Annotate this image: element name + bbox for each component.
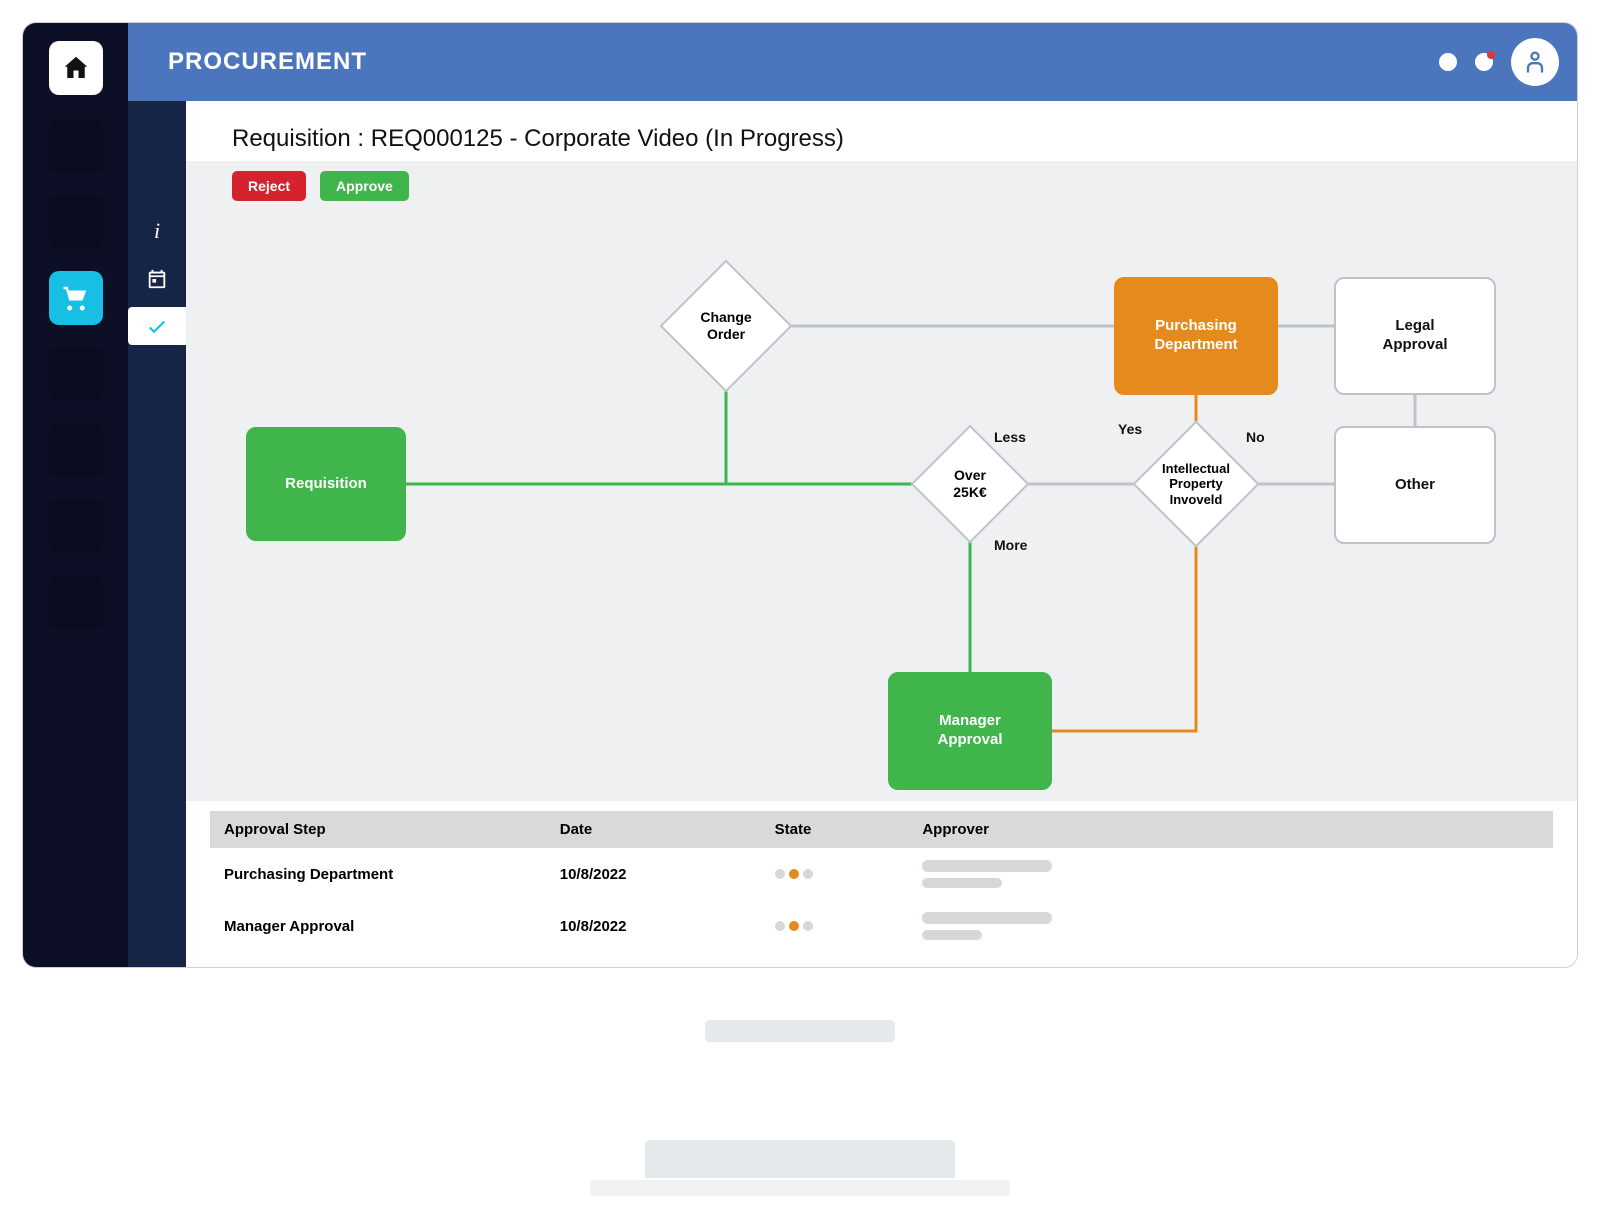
cell-approver: [908, 900, 1553, 952]
table-header-row: Approval Step Date State Approver: [210, 811, 1553, 848]
cell-state: [761, 848, 909, 900]
nav-item-1[interactable]: [49, 119, 103, 173]
info-tab[interactable]: i: [128, 211, 186, 251]
approve-button[interactable]: Approve: [320, 171, 409, 201]
cell-date: 10/8/2022: [546, 900, 761, 952]
home-button[interactable]: [49, 41, 103, 95]
node-legal-approval[interactable]: Legal Approval: [1334, 277, 1496, 395]
cell-date: 10/8/2022: [546, 848, 761, 900]
monitor-stand-plate: [590, 1180, 1010, 1196]
topbar-action-1[interactable]: [1439, 53, 1457, 71]
monitor-stand-neck: [705, 1020, 895, 1042]
cell-step: Manager Approval: [210, 900, 546, 952]
table-row[interactable]: Manager Approval 10/8/2022: [210, 900, 1553, 952]
notifications-button[interactable]: [1475, 53, 1493, 71]
home-icon: [61, 53, 91, 83]
cell-step: Purchasing Department: [210, 848, 546, 900]
node-requisition[interactable]: Requisition: [246, 427, 406, 541]
node-purchasing-department[interactable]: Purchasing Department: [1114, 277, 1278, 395]
action-row: Reject Approve: [186, 161, 1577, 219]
check-icon: [145, 314, 169, 338]
approval-table: Approval Step Date State Approver Purcha…: [210, 811, 1553, 952]
node-change-order[interactable]: Change Order: [679, 279, 773, 373]
workflow-flowchart: Requisition Purchasing Department Legal …: [186, 219, 1577, 801]
user-icon: [1521, 48, 1549, 76]
node-intellectual-property[interactable]: Intellectual Property Invoveld: [1151, 439, 1241, 529]
edge-label-more: More: [994, 537, 1027, 553]
col-date: Date: [546, 811, 761, 848]
content-area: Requisition : REQ000125 - Corporate Vide…: [186, 101, 1577, 967]
nav-item-2[interactable]: [49, 195, 103, 249]
col-state: State: [761, 811, 909, 848]
approval-tab[interactable]: [128, 307, 186, 345]
calendar-icon: [146, 268, 168, 290]
nav-item-6[interactable]: [49, 499, 103, 553]
cell-approver: [908, 848, 1553, 900]
cell-state: [761, 900, 909, 952]
monitor-stand-base: [645, 1140, 955, 1178]
edge-label-no: No: [1246, 429, 1265, 445]
node-manager-approval[interactable]: Manager Approval: [888, 672, 1052, 790]
user-menu-button[interactable]: [1511, 38, 1559, 86]
cart-icon: [61, 283, 91, 313]
secondary-nav-rail: i: [128, 101, 186, 967]
reject-button[interactable]: Reject: [232, 171, 306, 201]
calendar-tab[interactable]: [128, 259, 186, 299]
table-row[interactable]: Purchasing Department 10/8/2022: [210, 848, 1553, 900]
nav-item-5[interactable]: [49, 423, 103, 477]
app-window: i PROCUREMENT Requisition : REQ000125 - …: [22, 22, 1578, 968]
page-heading: Requisition : REQ000125 - Corporate Vide…: [186, 101, 1577, 161]
edge-label-less: Less: [994, 429, 1026, 445]
nav-item-4[interactable]: [49, 347, 103, 401]
node-other[interactable]: Other: [1334, 426, 1496, 544]
node-over-25k[interactable]: Over 25K€: [928, 442, 1012, 526]
module-title: PROCUREMENT: [168, 48, 367, 76]
approval-table-area: Approval Step Date State Approver Purcha…: [186, 801, 1577, 967]
nav-item-7[interactable]: [49, 575, 103, 629]
topbar: PROCUREMENT: [128, 23, 1577, 101]
edge-label-yes: Yes: [1118, 421, 1142, 437]
primary-nav-rail: [23, 23, 128, 967]
col-approval-step: Approval Step: [210, 811, 546, 848]
col-approver: Approver: [908, 811, 1553, 848]
nav-item-procurement[interactable]: [49, 271, 103, 325]
